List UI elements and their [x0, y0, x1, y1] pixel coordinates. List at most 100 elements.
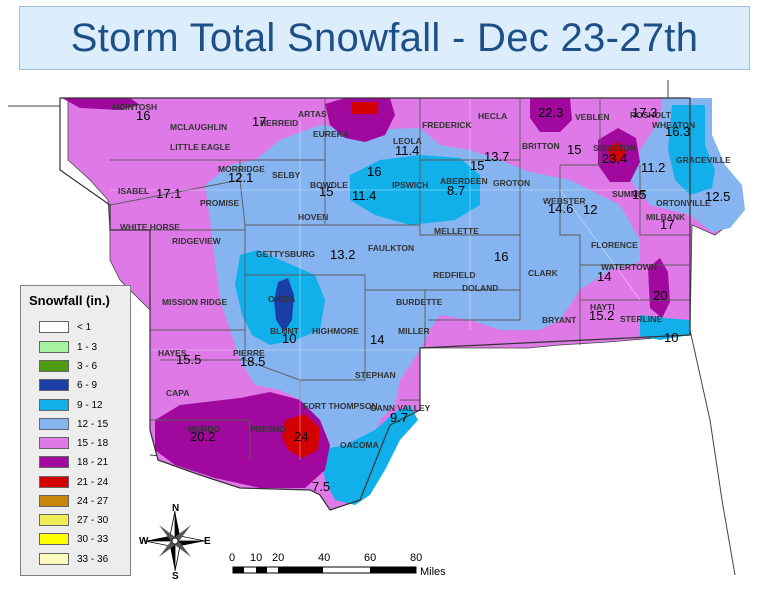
place-label: GRACEVILLE	[676, 155, 731, 165]
place-label: VEBLEN	[575, 112, 609, 122]
contour-9-12-se	[640, 315, 690, 340]
scale-tick-label: 60	[364, 552, 377, 564]
place-label: ISABEL	[118, 186, 149, 196]
observation-value: 14	[370, 332, 384, 347]
observation-value: 16	[494, 249, 508, 264]
observation-value: 17.1	[156, 186, 181, 201]
observation-value: 14	[597, 269, 611, 284]
scale-tick-label: 40	[318, 552, 331, 564]
place-label: HERREID	[260, 118, 298, 128]
legend-swatch	[39, 514, 69, 526]
place-label: BOWDLE	[310, 180, 348, 190]
scale-bar	[232, 566, 417, 574]
contour-18-21-sw	[155, 392, 330, 488]
place-label: IPSWICH	[392, 180, 428, 190]
legend-label: 21 - 24	[77, 476, 109, 488]
place-label: PIERRE	[233, 348, 265, 358]
legend-item: 21 - 24	[39, 475, 108, 489]
legend-swatch	[39, 399, 69, 411]
legend-title: Snowfall (in.)	[29, 293, 110, 308]
legend-swatch	[39, 341, 69, 353]
compass-e-label: E	[204, 536, 211, 547]
contour-9-12-ne	[668, 105, 715, 195]
observation-value: 17	[252, 114, 266, 129]
place-label: MELLETTE	[434, 226, 479, 236]
observation-value: 13.2	[330, 247, 355, 262]
legend-swatch	[39, 418, 69, 430]
map-title: Storm Total Snowfall - Dec 23-27th	[70, 15, 699, 60]
place-label: PROMISE	[200, 198, 240, 208]
place-label: LITTLE EAGLE	[170, 142, 231, 152]
place-label: SELBY	[272, 170, 301, 180]
place-label: EUREKA	[313, 129, 349, 139]
place-label: FLORENCE	[591, 240, 638, 250]
place-label: FORT THOMPSON	[303, 401, 378, 411]
observation-value: 22.3	[538, 105, 563, 120]
legend-item: 9 - 12	[39, 398, 103, 412]
place-label: GROTON	[493, 178, 530, 188]
legend-label: 3 - 6	[77, 360, 98, 372]
place-label: STERLINE	[620, 314, 662, 324]
place-label: BRYANT	[542, 315, 577, 325]
place-label: SISSETON	[593, 143, 636, 153]
legend-label: 6 - 9	[77, 379, 98, 391]
place-label: WEBSTER	[543, 196, 586, 206]
place-label: OACOMA	[340, 440, 379, 450]
place-label: MURDO	[188, 424, 220, 434]
legend-label: 27 - 30	[77, 514, 109, 526]
legend-label: 15 - 18	[77, 437, 109, 449]
observation-value: 23.4	[602, 151, 627, 166]
compass-rose-icon	[144, 510, 206, 572]
observation-value: 8.7	[447, 183, 465, 198]
legend-swatch	[39, 495, 69, 507]
legend-item: 30 - 33	[39, 532, 108, 546]
place-label: PRESHO	[250, 424, 286, 434]
observation-value: 11.2	[641, 160, 665, 175]
legend-item: < 1	[39, 320, 91, 334]
place-label: MORRIDGE	[218, 164, 265, 174]
legend-label: 33 - 36	[77, 553, 109, 565]
legend-swatch	[39, 553, 69, 565]
legend-label: < 1	[77, 321, 92, 333]
place-label: WATERTOWN	[601, 262, 657, 272]
place-label: MISSION RIDGE	[162, 297, 228, 307]
observation-value: 7.5	[312, 479, 330, 494]
contour-9-12-south	[320, 405, 418, 505]
place-label: CLARK	[528, 268, 559, 278]
legend-swatch	[39, 476, 69, 488]
scale-tick-label: 10	[250, 552, 263, 564]
observation-value: 11.4	[395, 143, 419, 158]
legend-label: 12 - 15	[77, 418, 109, 430]
contour-21-24-eureka	[352, 102, 378, 114]
place-label: HAYES	[158, 348, 187, 358]
legend-label: 9 - 12	[77, 399, 103, 411]
place-label: GANN VALLEY	[370, 403, 431, 413]
legend-item: 6 - 9	[39, 378, 97, 392]
legend-item: 1 - 3	[39, 340, 97, 354]
place-label: BLUNT	[270, 326, 300, 336]
observation-value: 15.2	[589, 308, 614, 323]
compass-s-label: S	[172, 571, 179, 582]
observation-value: 17.3	[632, 105, 657, 120]
legend-item: 24 - 27	[39, 494, 108, 508]
observation-value: 12	[583, 202, 597, 217]
legend-item: 12 - 15	[39, 417, 108, 431]
legend-label: 30 - 33	[77, 533, 109, 545]
legend-label: 24 - 27	[77, 495, 109, 507]
observation-value: 16	[367, 164, 381, 179]
scale-tick-label: 20	[272, 552, 285, 564]
place-label: HAYTI	[590, 302, 615, 312]
observation-value: 12.1	[228, 170, 253, 185]
title-banner: Storm Total Snowfall - Dec 23-27th	[19, 6, 750, 70]
place-label: SUMMIT	[612, 189, 646, 199]
place-label: GETTYSBURG	[256, 249, 315, 259]
place-label: MCINTOSH	[112, 102, 157, 112]
observation-value: 14.6	[548, 201, 573, 216]
legend-label: 18 - 21	[77, 456, 109, 468]
observation-value: 13.7	[484, 149, 509, 164]
contour-21-24-sisseton	[608, 142, 626, 162]
place-label: WHEATON	[652, 120, 695, 130]
place-label: HOVEN	[298, 212, 328, 222]
observation-value: 15	[319, 184, 333, 199]
